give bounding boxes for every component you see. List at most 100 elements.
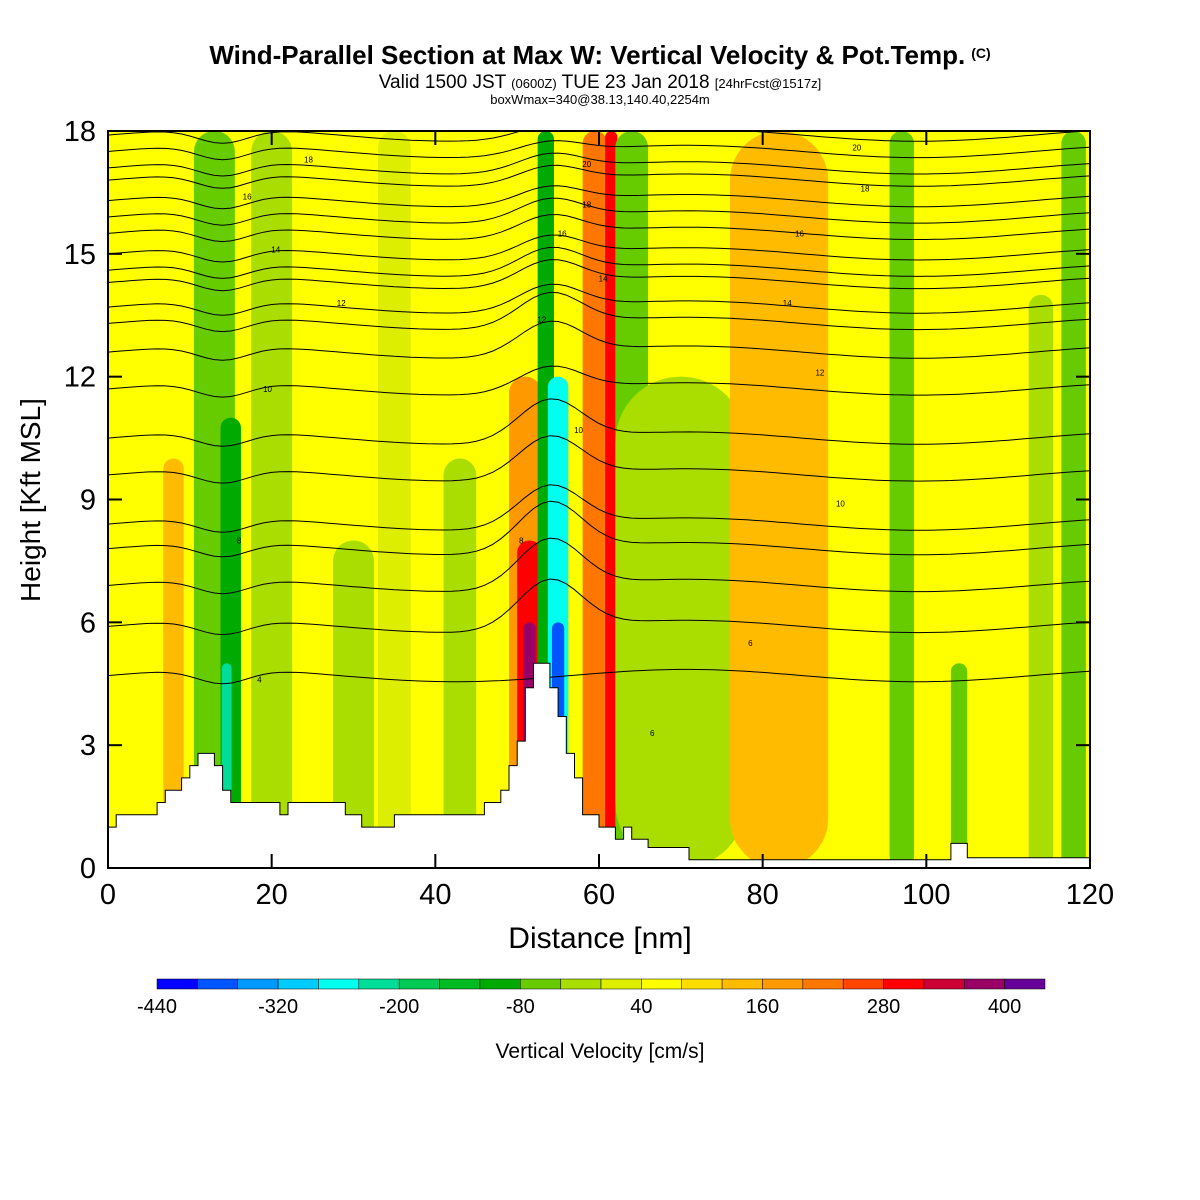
isentrope-line	[108, 668, 1090, 685]
isentrope-line	[108, 578, 1090, 636]
isentrope-line	[108, 234, 1090, 263]
colorbar-swatch	[762, 978, 804, 990]
isentrope-label: 12	[337, 299, 346, 308]
colorbar-tick-label: 280	[867, 996, 900, 1018]
isentrope-line	[108, 365, 1090, 398]
colorbar-swatch	[318, 978, 360, 990]
colorbar-tick-label: 160	[746, 996, 779, 1018]
isentrope-line	[108, 291, 1090, 333]
colorbar-label: Vertical Velocity [cm/s]	[496, 1040, 705, 1063]
colorbar-swatch	[923, 978, 965, 990]
isentrope-label: 20	[582, 160, 591, 169]
terrain-profile	[108, 662, 1090, 868]
isentrope-label: 10	[263, 385, 272, 394]
velocity-band	[729, 131, 829, 868]
isentrope-line	[108, 214, 1090, 243]
isentrope-label: 16	[243, 193, 252, 202]
isentrope-label: 10	[574, 426, 583, 435]
velocity-field	[108, 131, 1090, 868]
velocity-band	[889, 131, 915, 868]
isentrope-line	[108, 197, 1090, 226]
isentrope-line	[108, 259, 1090, 292]
colorbar-tick-label: -80	[506, 996, 535, 1018]
velocity-band	[1061, 131, 1086, 868]
velocity-band	[582, 131, 608, 868]
isentrope-label: 8	[237, 536, 242, 545]
chart-title: Wind-Parallel Section at Max W: Vertical…	[209, 40, 991, 70]
isentrope-line	[108, 152, 1090, 177]
velocity-band	[615, 376, 747, 868]
colorbar-tick-label: 40	[630, 996, 652, 1018]
colorbar-swatch	[681, 978, 723, 990]
isentrope-line	[108, 320, 1090, 361]
isentrope-label: 16	[558, 229, 567, 238]
isentrope-label: 14	[783, 299, 792, 308]
copyright-mark: (C)	[971, 45, 991, 61]
colorbar-swatch	[398, 978, 440, 990]
isentrope-label: 18	[582, 201, 591, 210]
velocity-band	[605, 131, 618, 868]
isentrope-line	[108, 398, 1090, 447]
velocity-band	[443, 458, 477, 868]
x-axis-label: Distance [nm]	[508, 922, 691, 955]
colorbar-swatch	[802, 978, 844, 990]
x-tick-label: 80	[747, 879, 779, 911]
isentrope-line	[108, 164, 1090, 189]
velocity-band	[950, 663, 968, 868]
isentrope-label: 6	[650, 729, 655, 738]
axes: 0 20 40 60 80 100 120 0 3 6 9 12 15 18	[64, 116, 1114, 911]
colorbar-swatch	[237, 978, 279, 990]
isentrope-label: 4	[257, 676, 262, 685]
colorbar-swatch	[560, 978, 602, 990]
isentrope-line	[215, 131, 229, 132]
y-tick-label: 3	[80, 730, 96, 762]
isentrope-line	[108, 500, 1090, 558]
x-tick-label: 120	[1066, 879, 1114, 911]
isentrope-line	[108, 435, 1090, 484]
x-tick-label: 20	[256, 879, 288, 911]
y-tick-label: 0	[80, 853, 96, 885]
isentrope-line	[108, 283, 1090, 316]
isentrope-label: 8	[519, 536, 524, 545]
isentrope-line	[108, 185, 1090, 210]
colorbar: -440 -320 -200 -80 40 160 280 400	[137, 978, 1046, 1018]
isentrope-label: 16	[795, 229, 804, 238]
y-tick-label: 12	[64, 362, 96, 394]
isentrope-label: 6	[748, 639, 753, 648]
isentrope-label: 18	[304, 156, 313, 165]
x-tick-label: 100	[902, 879, 950, 911]
isentrope-line	[108, 537, 1090, 595]
colorbar-swatch	[964, 978, 1005, 990]
x-tick-label: 0	[100, 879, 116, 911]
colorbar-swatch	[358, 978, 400, 990]
y-tick-label: 18	[64, 116, 96, 148]
y-tick-label: 6	[80, 607, 96, 639]
colorbar-swatch	[197, 978, 238, 990]
chart-subtitle: Valid 1500 JST (0600Z) TUE 23 Jan 2018 […	[378, 72, 822, 93]
isentrope-label: 14	[271, 246, 280, 255]
colorbar-tick-label: -200	[379, 996, 419, 1018]
isentrope-line	[108, 246, 1090, 279]
colorbar-swatch	[842, 978, 884, 990]
colorbar-swatch	[479, 978, 521, 990]
colorbar-swatch	[721, 978, 763, 990]
velocity-band	[108, 294, 166, 868]
colorbar-swatch	[641, 978, 682, 990]
x-tick-label: 60	[583, 879, 615, 911]
velocity-band	[1028, 294, 1054, 868]
colorbar-swatch	[520, 978, 561, 990]
x-tick-label: 40	[419, 879, 451, 911]
colorbar-swatch	[156, 978, 198, 990]
colorbar-swatch	[277, 978, 319, 990]
velocity-band	[378, 131, 411, 868]
isentrope-label: 14	[599, 274, 608, 283]
colorbar-tick-label: -320	[258, 996, 298, 1018]
forecast-info: [24hrFcst@1517z]	[714, 76, 822, 91]
y-tick-label: 9	[80, 485, 96, 517]
isentrope-label: 20	[852, 143, 861, 152]
y-tick-label: 15	[64, 239, 96, 271]
isentrope-label: 10	[836, 500, 845, 509]
isentrope-label: 18	[861, 184, 870, 193]
velocity-band	[251, 131, 293, 868]
